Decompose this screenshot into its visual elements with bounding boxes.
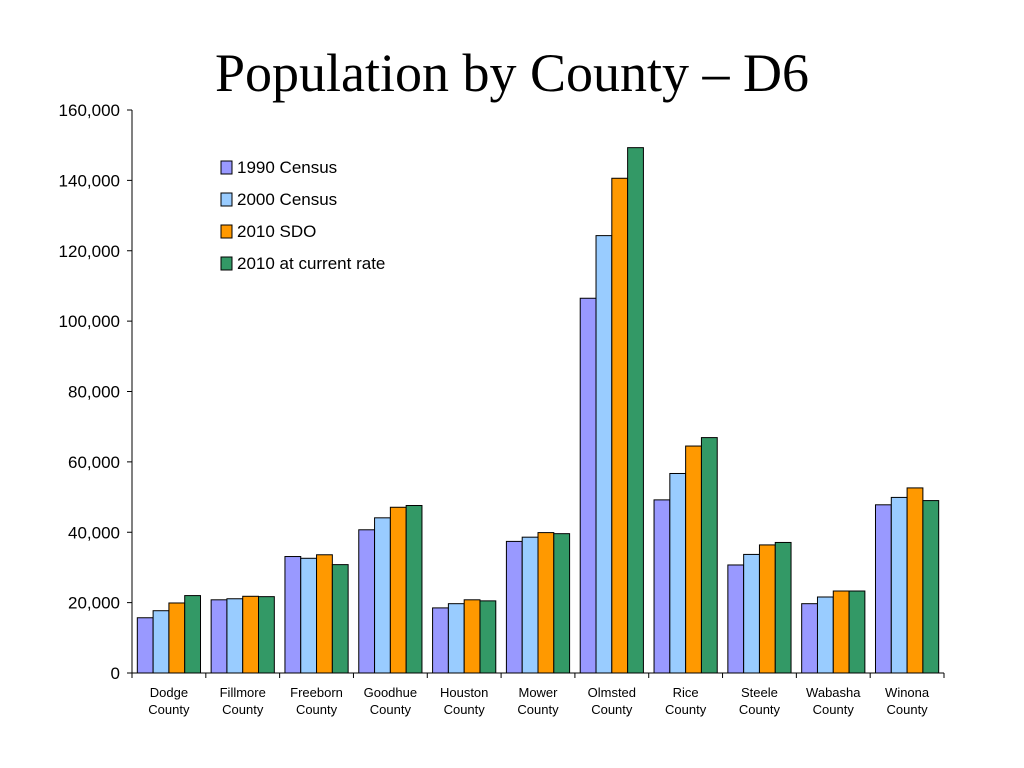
- bar: [848, 590, 866, 674]
- bar: [242, 595, 260, 674]
- y-tick-label: 20,000: [68, 594, 120, 613]
- x-tick-label: Goodhue: [364, 685, 418, 700]
- bar: [611, 177, 629, 674]
- bar: [801, 603, 818, 674]
- legend-label: 2010 at current rate: [237, 254, 385, 273]
- bar: [389, 506, 407, 674]
- legend-swatch: [220, 160, 233, 175]
- legend-swatch: [220, 224, 233, 239]
- bar: [358, 529, 376, 674]
- bar: [258, 596, 275, 674]
- x-tick-label: Dodge: [150, 685, 188, 700]
- bar: [890, 496, 908, 674]
- bar: [152, 610, 170, 674]
- x-tick-label: Olmsted: [588, 685, 636, 700]
- bar: [300, 557, 318, 674]
- y-tick-label: 40,000: [68, 523, 120, 542]
- page-title: Population by County – D6: [214, 43, 810, 103]
- bar: [874, 504, 892, 674]
- bar: [758, 544, 776, 674]
- bar: [136, 617, 154, 674]
- bar: [505, 540, 523, 674]
- bar: [226, 598, 244, 674]
- x-tick-label: Winona: [885, 685, 930, 700]
- x-tick-label: Fillmore: [220, 685, 266, 700]
- bar: [331, 564, 349, 674]
- y-tick-label: 0: [111, 664, 120, 683]
- y-tick-label: 120,000: [59, 242, 120, 261]
- y-tick-label: 80,000: [68, 383, 120, 402]
- bar: [743, 553, 760, 674]
- bar: [210, 599, 228, 674]
- y-tick-label: 60,000: [68, 453, 120, 472]
- bar: [374, 517, 391, 674]
- x-tick-label: County: [739, 702, 781, 717]
- x-tick-label: County: [665, 702, 707, 717]
- y-tick-label: 100,000: [59, 312, 120, 331]
- bar: [553, 533, 571, 674]
- x-tick-label: County: [813, 702, 855, 717]
- bar: [832, 590, 850, 674]
- bar: [653, 499, 671, 674]
- x-tick-label: Mower: [518, 685, 558, 700]
- legend-label: 1990 Census: [237, 158, 337, 177]
- x-tick-label: Wabasha: [806, 685, 861, 700]
- y-tick-label: 160,000: [59, 101, 120, 120]
- bar: [627, 147, 644, 674]
- x-tick-label: County: [591, 702, 633, 717]
- bar: [906, 487, 924, 674]
- legend-swatch: [220, 256, 233, 271]
- legend-swatch: [220, 192, 233, 207]
- bar: [405, 505, 423, 674]
- bar: [727, 564, 745, 674]
- bar: [685, 445, 702, 674]
- bar: [521, 536, 539, 674]
- bar: [579, 297, 597, 674]
- bar: [432, 607, 449, 674]
- y-tick-label: 140,000: [59, 171, 120, 190]
- legend-label: 2010 SDO: [237, 222, 316, 241]
- bar: [774, 541, 792, 674]
- bar: [537, 532, 555, 674]
- x-tick-label: County: [886, 702, 928, 717]
- x-tick-label: County: [148, 702, 190, 717]
- bar: [816, 596, 834, 674]
- x-tick-label: County: [296, 702, 338, 717]
- bar: [316, 554, 333, 674]
- bar: [700, 437, 718, 674]
- legend-label: 2000 Census: [237, 190, 337, 209]
- bar: [168, 602, 186, 674]
- x-tick-label: Rice: [673, 685, 699, 700]
- x-tick-label: Houston: [440, 685, 488, 700]
- bar: [463, 599, 481, 674]
- x-tick-label: County: [222, 702, 264, 717]
- bar: [669, 472, 687, 674]
- x-tick-label: County: [370, 702, 412, 717]
- bar: [479, 600, 497, 674]
- x-tick-label: County: [444, 702, 486, 717]
- x-tick-label: County: [517, 702, 559, 717]
- bar: [184, 595, 202, 674]
- x-tick-label: Steele: [741, 685, 778, 700]
- x-tick-label: Freeborn: [290, 685, 343, 700]
- bar: [447, 603, 465, 674]
- bar: [284, 556, 302, 674]
- bar: [922, 500, 940, 674]
- bar: [595, 235, 613, 674]
